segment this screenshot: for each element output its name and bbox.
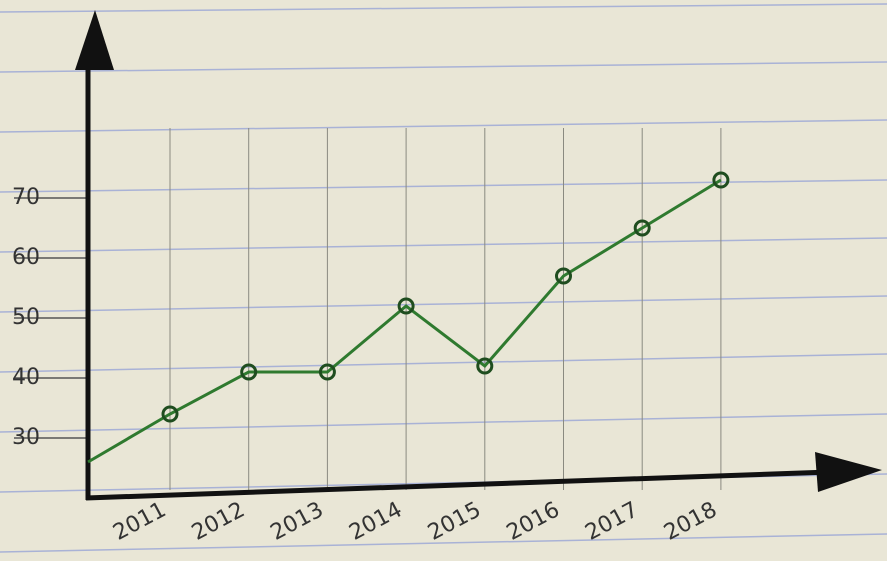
- y-tick-label: 60: [12, 245, 40, 270]
- y-tick-label: 50: [12, 305, 40, 330]
- y-tick-label: 30: [12, 425, 40, 450]
- chart: 3040506070201120122013201420152016201720…: [0, 0, 887, 561]
- page: {"chart_data": {"type": "line", "categor…: [0, 0, 887, 561]
- y-tick-label: 40: [12, 365, 40, 390]
- y-tick-label: 70: [12, 185, 40, 210]
